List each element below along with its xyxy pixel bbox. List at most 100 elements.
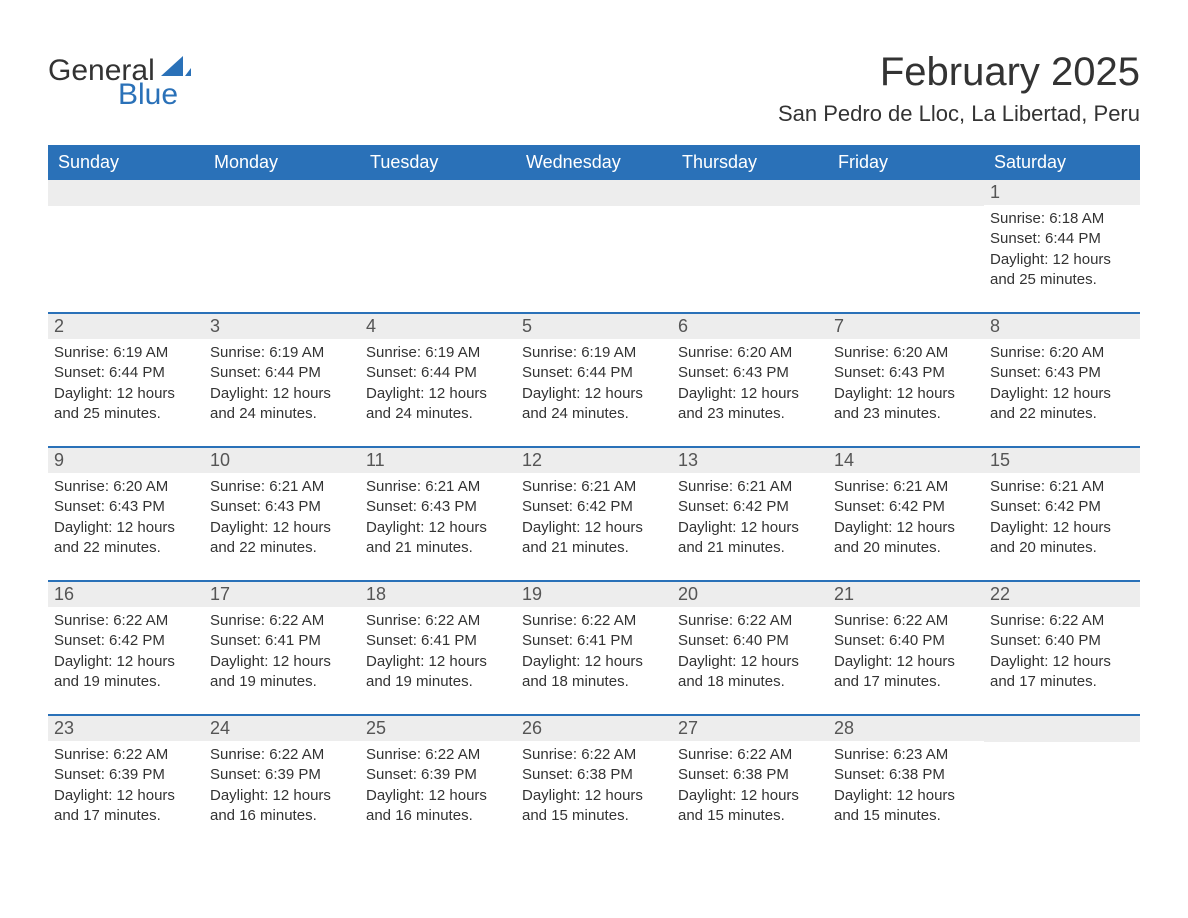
calendar-week: 2Sunrise: 6:19 AMSunset: 6:44 PMDaylight…	[48, 312, 1140, 432]
daylight-text: Daylight: 12 hours and 22 minutes.	[210, 518, 354, 559]
day-body: Sunrise: 6:21 AMSunset: 6:43 PMDaylight:…	[204, 473, 360, 560]
sunset-text: Sunset: 6:39 PM	[210, 765, 354, 785]
sunset-text: Sunset: 6:43 PM	[210, 497, 354, 517]
day-number: 4	[360, 314, 516, 339]
day-number: 9	[48, 448, 204, 473]
day-body: Sunrise: 6:22 AMSunset: 6:41 PMDaylight:…	[204, 607, 360, 694]
day-of-week-header: Sunday Monday Tuesday Wednesday Thursday…	[48, 145, 1140, 180]
day-number: 26	[516, 716, 672, 741]
day-number: 20	[672, 582, 828, 607]
empty-day	[360, 180, 516, 206]
sunrise-text: Sunrise: 6:19 AM	[210, 343, 354, 363]
calendar-day	[48, 180, 204, 298]
calendar-day: 7Sunrise: 6:20 AMSunset: 6:43 PMDaylight…	[828, 314, 984, 432]
day-body: Sunrise: 6:19 AMSunset: 6:44 PMDaylight:…	[204, 339, 360, 426]
daylight-text: Daylight: 12 hours and 18 minutes.	[678, 652, 822, 693]
sunrise-text: Sunrise: 6:20 AM	[834, 343, 978, 363]
dow-sunday: Sunday	[48, 145, 204, 180]
calendar-day: 28Sunrise: 6:23 AMSunset: 6:38 PMDayligh…	[828, 716, 984, 834]
daylight-text: Daylight: 12 hours and 23 minutes.	[678, 384, 822, 425]
daylight-text: Daylight: 12 hours and 17 minutes.	[990, 652, 1134, 693]
sunset-text: Sunset: 6:44 PM	[990, 229, 1134, 249]
header: General Blue February 2025 San Pedro de …	[48, 50, 1140, 127]
day-number: 25	[360, 716, 516, 741]
day-number: 15	[984, 448, 1140, 473]
sunrise-text: Sunrise: 6:20 AM	[990, 343, 1134, 363]
day-body: Sunrise: 6:19 AMSunset: 6:44 PMDaylight:…	[360, 339, 516, 426]
sunrise-text: Sunrise: 6:22 AM	[366, 611, 510, 631]
daylight-text: Daylight: 12 hours and 23 minutes.	[834, 384, 978, 425]
sunset-text: Sunset: 6:43 PM	[990, 363, 1134, 383]
calendar-day: 6Sunrise: 6:20 AMSunset: 6:43 PMDaylight…	[672, 314, 828, 432]
calendar-day: 26Sunrise: 6:22 AMSunset: 6:38 PMDayligh…	[516, 716, 672, 834]
day-body: Sunrise: 6:22 AMSunset: 6:40 PMDaylight:…	[672, 607, 828, 694]
sunset-text: Sunset: 6:39 PM	[54, 765, 198, 785]
calendar-day: 4Sunrise: 6:19 AMSunset: 6:44 PMDaylight…	[360, 314, 516, 432]
day-body: Sunrise: 6:22 AMSunset: 6:38 PMDaylight:…	[672, 741, 828, 828]
calendar-day: 9Sunrise: 6:20 AMSunset: 6:43 PMDaylight…	[48, 448, 204, 566]
daylight-text: Daylight: 12 hours and 19 minutes.	[366, 652, 510, 693]
day-body: Sunrise: 6:21 AMSunset: 6:42 PMDaylight:…	[828, 473, 984, 560]
day-body: Sunrise: 6:21 AMSunset: 6:43 PMDaylight:…	[360, 473, 516, 560]
calendar: Sunday Monday Tuesday Wednesday Thursday…	[48, 145, 1140, 834]
sunrise-text: Sunrise: 6:23 AM	[834, 745, 978, 765]
page-title: February 2025	[778, 50, 1140, 95]
sunset-text: Sunset: 6:43 PM	[54, 497, 198, 517]
day-number: 13	[672, 448, 828, 473]
daylight-text: Daylight: 12 hours and 22 minutes.	[990, 384, 1134, 425]
day-body: Sunrise: 6:20 AMSunset: 6:43 PMDaylight:…	[984, 339, 1140, 426]
calendar-week: 9Sunrise: 6:20 AMSunset: 6:43 PMDaylight…	[48, 446, 1140, 566]
calendar-day	[672, 180, 828, 298]
sunrise-text: Sunrise: 6:20 AM	[54, 477, 198, 497]
daylight-text: Daylight: 12 hours and 19 minutes.	[210, 652, 354, 693]
day-number: 14	[828, 448, 984, 473]
sunset-text: Sunset: 6:43 PM	[678, 363, 822, 383]
sunrise-text: Sunrise: 6:22 AM	[210, 611, 354, 631]
sunset-text: Sunset: 6:40 PM	[834, 631, 978, 651]
daylight-text: Daylight: 12 hours and 21 minutes.	[678, 518, 822, 559]
daylight-text: Daylight: 12 hours and 24 minutes.	[522, 384, 666, 425]
sunrise-text: Sunrise: 6:21 AM	[834, 477, 978, 497]
calendar-week: 23Sunrise: 6:22 AMSunset: 6:39 PMDayligh…	[48, 714, 1140, 834]
day-body: Sunrise: 6:22 AMSunset: 6:41 PMDaylight:…	[360, 607, 516, 694]
daylight-text: Daylight: 12 hours and 24 minutes.	[366, 384, 510, 425]
day-body: Sunrise: 6:21 AMSunset: 6:42 PMDaylight:…	[516, 473, 672, 560]
day-number: 16	[48, 582, 204, 607]
sunset-text: Sunset: 6:40 PM	[678, 631, 822, 651]
day-number: 5	[516, 314, 672, 339]
day-number: 22	[984, 582, 1140, 607]
day-number: 7	[828, 314, 984, 339]
day-body: Sunrise: 6:20 AMSunset: 6:43 PMDaylight:…	[48, 473, 204, 560]
sunset-text: Sunset: 6:44 PM	[210, 363, 354, 383]
sunset-text: Sunset: 6:42 PM	[834, 497, 978, 517]
daylight-text: Daylight: 12 hours and 19 minutes.	[54, 652, 198, 693]
calendar-day: 23Sunrise: 6:22 AMSunset: 6:39 PMDayligh…	[48, 716, 204, 834]
day-body: Sunrise: 6:20 AMSunset: 6:43 PMDaylight:…	[672, 339, 828, 426]
day-body: Sunrise: 6:22 AMSunset: 6:38 PMDaylight:…	[516, 741, 672, 828]
empty-day	[984, 716, 1140, 742]
calendar-day: 24Sunrise: 6:22 AMSunset: 6:39 PMDayligh…	[204, 716, 360, 834]
day-number: 8	[984, 314, 1140, 339]
sunrise-text: Sunrise: 6:22 AM	[54, 745, 198, 765]
daylight-text: Daylight: 12 hours and 20 minutes.	[834, 518, 978, 559]
daylight-text: Daylight: 12 hours and 21 minutes.	[522, 518, 666, 559]
sunrise-text: Sunrise: 6:22 AM	[678, 745, 822, 765]
dow-saturday: Saturday	[984, 145, 1140, 180]
calendar-day: 3Sunrise: 6:19 AMSunset: 6:44 PMDaylight…	[204, 314, 360, 432]
day-number: 19	[516, 582, 672, 607]
calendar-day	[828, 180, 984, 298]
day-number: 24	[204, 716, 360, 741]
day-number: 28	[828, 716, 984, 741]
day-number: 10	[204, 448, 360, 473]
daylight-text: Daylight: 12 hours and 21 minutes.	[366, 518, 510, 559]
empty-day	[672, 180, 828, 206]
calendar-day: 10Sunrise: 6:21 AMSunset: 6:43 PMDayligh…	[204, 448, 360, 566]
daylight-text: Daylight: 12 hours and 18 minutes.	[522, 652, 666, 693]
day-body: Sunrise: 6:21 AMSunset: 6:42 PMDaylight:…	[672, 473, 828, 560]
day-number: 21	[828, 582, 984, 607]
sunrise-text: Sunrise: 6:22 AM	[990, 611, 1134, 631]
sunset-text: Sunset: 6:38 PM	[522, 765, 666, 785]
sunrise-text: Sunrise: 6:22 AM	[210, 745, 354, 765]
sunset-text: Sunset: 6:38 PM	[678, 765, 822, 785]
sunset-text: Sunset: 6:38 PM	[834, 765, 978, 785]
